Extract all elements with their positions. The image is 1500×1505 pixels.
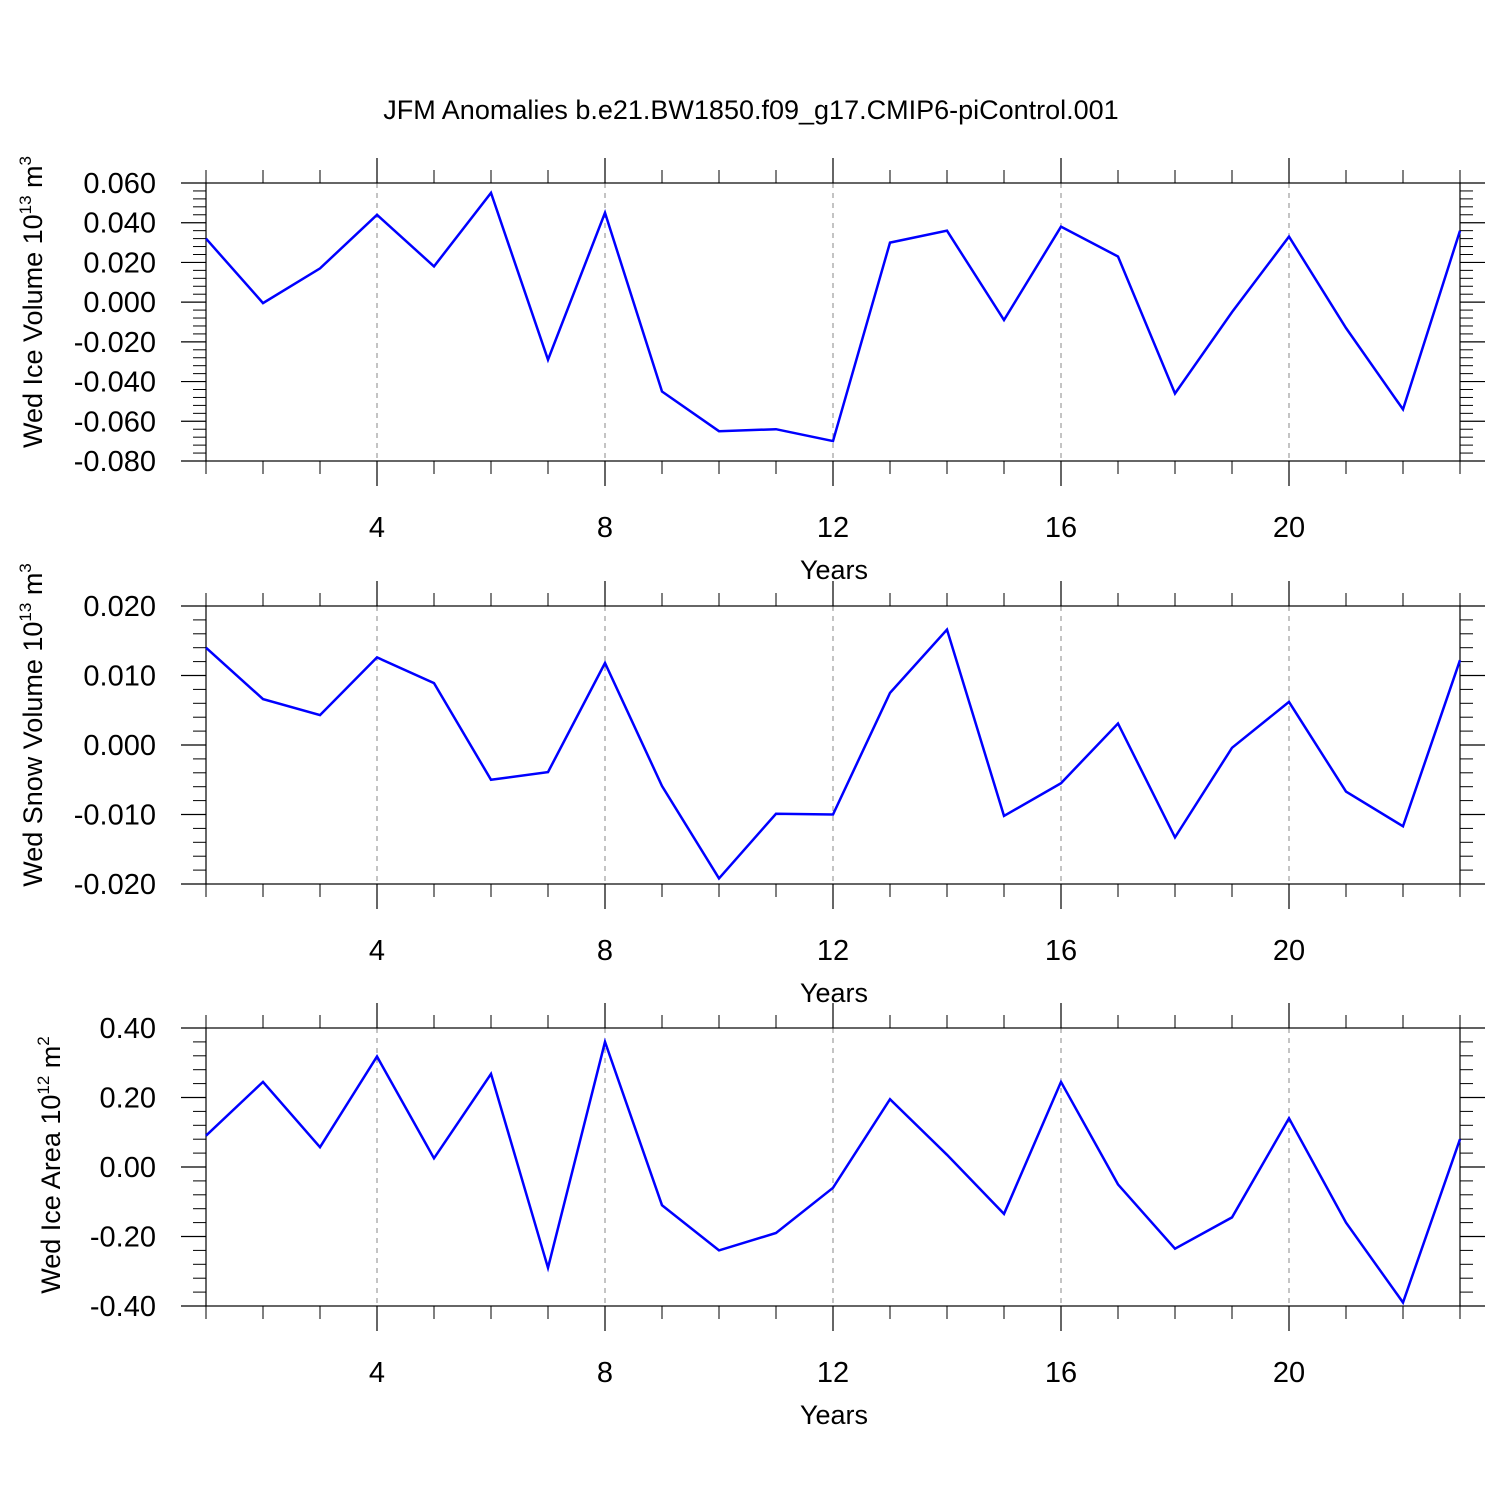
y-tick-label: -0.20 bbox=[90, 1222, 156, 1254]
x-tick-label: 16 bbox=[1045, 935, 1077, 967]
y-tick-label: 0.020 bbox=[83, 591, 156, 623]
y-tick-label: -0.020 bbox=[74, 869, 156, 901]
figure-title: JFM Anomalies b.e21.BW1850.f09_g17.CMIP6… bbox=[383, 95, 1118, 125]
y-tick-label: 0.40 bbox=[100, 1013, 156, 1045]
x-axis-label: Years bbox=[800, 1400, 868, 1430]
x-tick-label: 8 bbox=[597, 935, 613, 967]
y-tick-label: -0.40 bbox=[90, 1291, 156, 1323]
x-tick-label: 16 bbox=[1045, 512, 1077, 544]
x-tick-label: 4 bbox=[369, 512, 385, 544]
y-tick-label: 0.20 bbox=[100, 1083, 156, 1115]
y-axis-label: Wed Ice Area 1012 m2 bbox=[34, 1036, 66, 1294]
y-tick-label: 0.000 bbox=[83, 287, 156, 319]
x-tick-label: 4 bbox=[369, 935, 385, 967]
y-tick-label: -0.040 bbox=[74, 367, 156, 399]
x-tick-label: 8 bbox=[597, 1357, 613, 1389]
x-axis-label: Years bbox=[800, 978, 868, 1008]
x-tick-label: 16 bbox=[1045, 1357, 1077, 1389]
x-tick-label: 8 bbox=[597, 512, 613, 544]
y-tick-label: -0.060 bbox=[74, 406, 156, 438]
y-tick-label: 0.060 bbox=[83, 168, 156, 200]
x-tick-label: 4 bbox=[369, 1357, 385, 1389]
y-tick-label: 0.000 bbox=[83, 730, 156, 762]
y-tick-label: 0.010 bbox=[83, 661, 156, 693]
x-tick-label: 20 bbox=[1273, 935, 1305, 967]
x-tick-label: 20 bbox=[1273, 1357, 1305, 1389]
x-tick-label: 12 bbox=[817, 1357, 849, 1389]
y-tick-label: -0.080 bbox=[74, 446, 156, 478]
y-tick-label: -0.020 bbox=[74, 327, 156, 359]
x-tick-label: 12 bbox=[817, 512, 849, 544]
y-tick-label: -0.010 bbox=[74, 800, 156, 832]
x-axis-label: Years bbox=[800, 555, 868, 585]
y-tick-label: 0.020 bbox=[83, 247, 156, 279]
y-tick-label: 0.00 bbox=[100, 1152, 156, 1184]
y-tick-label: 0.040 bbox=[83, 208, 156, 240]
x-tick-label: 12 bbox=[817, 935, 849, 967]
x-tick-label: 20 bbox=[1273, 512, 1305, 544]
